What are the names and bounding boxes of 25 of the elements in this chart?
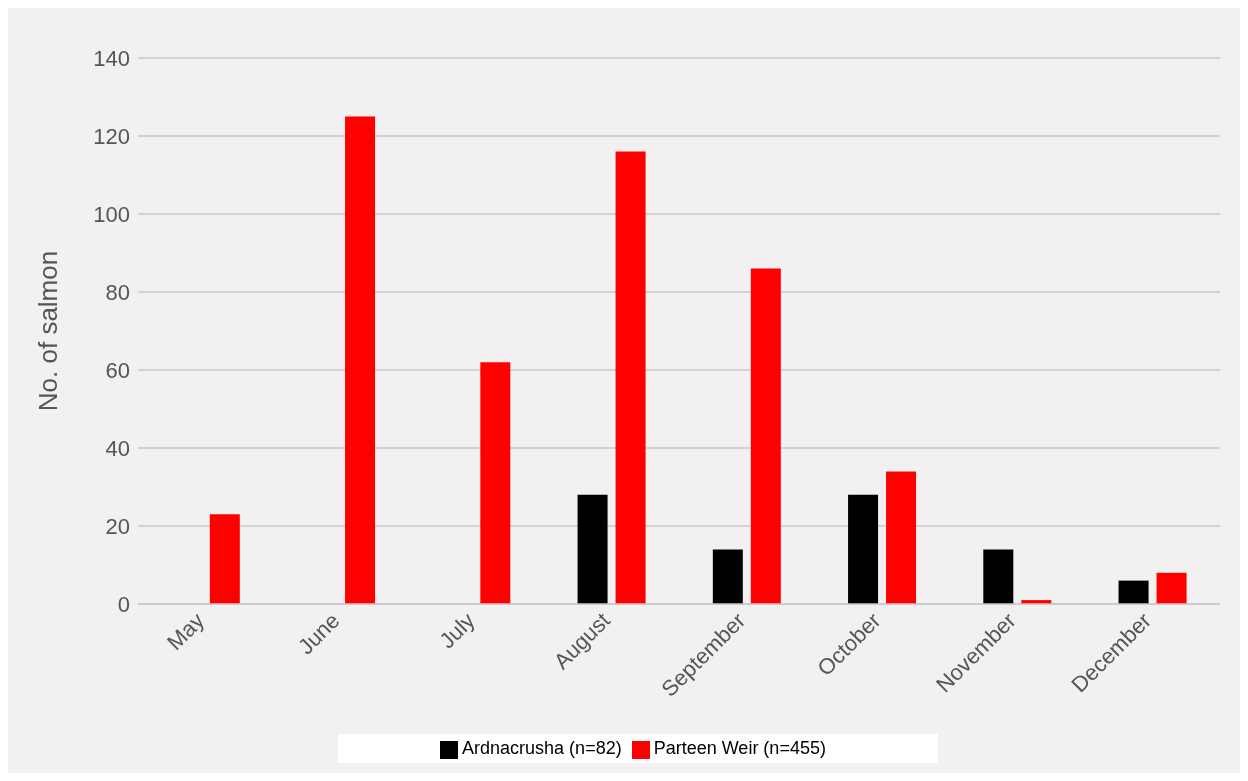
legend-label: Ardnacrusha (n=82) [462,738,622,758]
bar [615,151,646,604]
bar [1118,580,1149,604]
bar [750,268,781,604]
y-tick-label: 100 [93,201,130,227]
bar [209,514,240,604]
bar [712,549,743,604]
bar [345,116,376,604]
bar [983,549,1014,604]
legend-label: Parteen Weir (n=455) [653,738,826,758]
y-tick-label: 80 [105,279,130,305]
bar [848,494,879,604]
bar [577,494,608,604]
x-tick-label: July [434,607,480,654]
bar [1156,572,1187,604]
bar [480,362,511,604]
y-axis-title: No. of salmon [33,250,64,412]
y-tick-label: 140 [93,45,130,71]
y-tick-label: 0 [117,591,130,617]
y-tick-label: 40 [105,435,130,461]
x-tick-label: May [162,607,210,655]
y-tick-label: 20 [105,513,130,539]
y-tick-label: 60 [105,357,130,383]
bar [886,471,917,604]
y-tick-label: 120 [93,123,130,149]
